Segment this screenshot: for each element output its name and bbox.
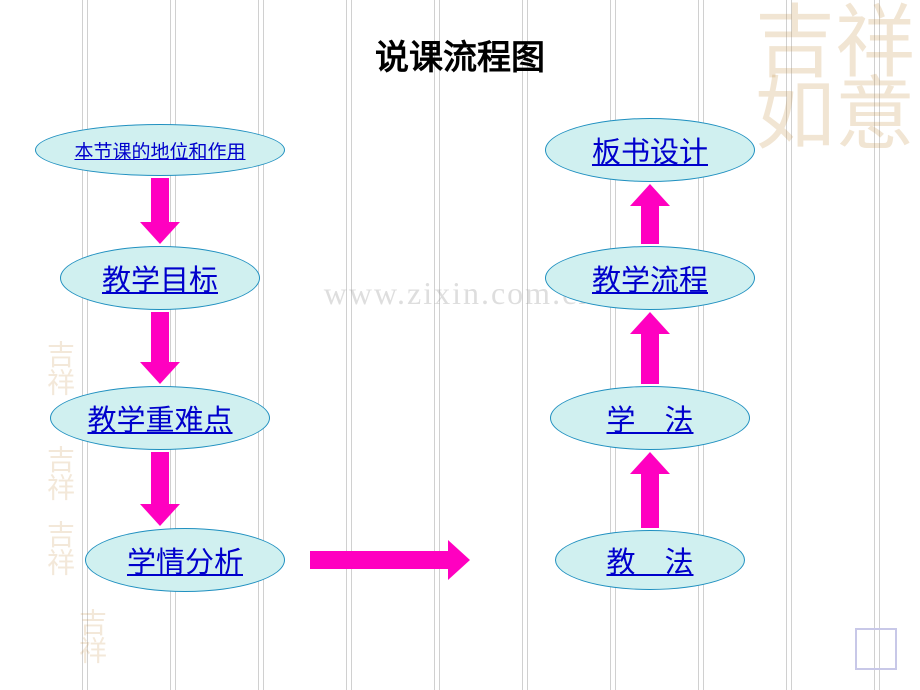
flowchart-node-n4[interactable]: 学情分析 [85,528,285,592]
flowchart-node-n3[interactable]: 教学重难点 [50,386,270,450]
title-text: 说课流程图 [375,40,545,77]
node-link-n4[interactable]: 学情分析 [127,539,243,581]
flowchart-node-n1[interactable]: 本节课的地位和作用 [35,124,285,176]
page-title: 说课流程图 [375,30,545,79]
node-link-n8[interactable]: 板书设计 [592,129,708,171]
flowchart-node-n8[interactable]: 板书设计 [545,118,755,182]
node-link-n2[interactable]: 教学目标 [102,257,218,299]
flowchart-node-n2[interactable]: 教学目标 [60,246,260,310]
flowchart-node-n6[interactable]: 学 法 [550,386,750,450]
node-link-n6[interactable]: 学 法 [606,397,693,439]
node-link-n5[interactable]: 教 法 [606,539,693,581]
node-link-n1[interactable]: 本节课的地位和作用 [74,137,245,164]
flowchart-node-n7[interactable]: 教学流程 [545,246,755,310]
node-link-n3[interactable]: 教学重难点 [87,397,232,439]
corner-square-mark [855,628,897,670]
node-link-n7[interactable]: 教学流程 [592,257,708,299]
flowchart-node-n5[interactable]: 教 法 [555,530,745,590]
